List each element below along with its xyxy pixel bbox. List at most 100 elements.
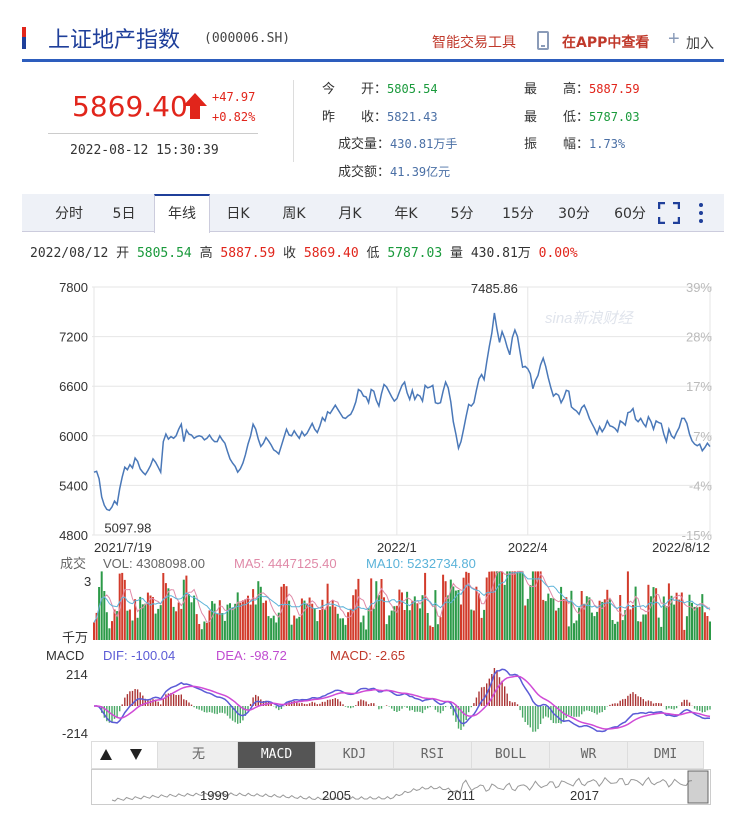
add-watchlist-button[interactable]: 加入	[686, 36, 714, 52]
stat-amplitude: 振 幅：1.73%	[524, 133, 625, 152]
volume-bar	[521, 571, 524, 640]
indicator-tab-rsi[interactable]: RSI	[394, 742, 472, 768]
volume-bar	[608, 599, 611, 640]
volume-bar	[111, 621, 113, 640]
volume-bar	[139, 596, 142, 640]
y-tick-left: 6600	[59, 379, 88, 394]
smart-trading-tool-link[interactable]: 智能交易工具	[432, 35, 516, 51]
overview-selection-handle	[687, 770, 709, 804]
volume-bar	[347, 612, 350, 640]
volume-bar	[644, 614, 647, 640]
overview-box[interactable]: 1999 2005 2011 2017	[91, 769, 711, 805]
volume-bar	[570, 590, 573, 640]
volume-bar	[544, 601, 547, 640]
price-chart[interactable]: sina新浪财经 7800 7200 6600 6000 5400 4800 39% 28%…	[0, 270, 734, 820]
tab-5day[interactable]: 5日	[112, 206, 136, 222]
volume-bar	[146, 592, 149, 640]
volume-bar	[103, 591, 106, 640]
y-tick-right: 7%	[693, 429, 712, 444]
volume-bar	[647, 584, 650, 640]
tab-monthly-k[interactable]: 月K	[338, 206, 362, 222]
volume-bar	[247, 595, 249, 640]
volume-bar	[195, 614, 198, 640]
volume-bar	[691, 602, 693, 640]
volume-bar	[565, 597, 568, 640]
volume-bar	[583, 603, 586, 640]
fullscreen-icon[interactable]	[658, 202, 680, 224]
arrow-up-icon[interactable]	[100, 749, 112, 760]
volume-bar	[490, 571, 493, 640]
volume-bar	[537, 571, 539, 640]
plus-icon[interactable]: +	[668, 28, 680, 50]
tab-15min[interactable]: 15分	[502, 206, 534, 222]
volume-bar	[698, 606, 701, 640]
volume-bar	[547, 593, 550, 640]
tab-weekly-k[interactable]: 周K	[282, 206, 306, 222]
volume-bar	[403, 610, 406, 640]
volume-bar	[324, 609, 326, 640]
volume-bar	[406, 591, 409, 640]
volume-bar	[616, 621, 619, 640]
stat-value: 5887.59	[589, 82, 640, 96]
volume-bar	[141, 604, 144, 640]
volume-bar	[485, 577, 488, 640]
volume-bar	[511, 571, 514, 640]
up-arrow-icon	[183, 93, 207, 119]
volume-bar	[354, 589, 357, 640]
overview-year-label: 2017	[570, 788, 599, 803]
stat-value: 5805.54	[387, 82, 438, 96]
volume-bar	[370, 578, 373, 640]
tab-daily-k[interactable]: 日K	[226, 206, 250, 222]
volume-bar	[670, 595, 673, 640]
ohlc-close-label: 收	[283, 246, 297, 261]
volume-bar	[693, 606, 696, 640]
view-in-app-link[interactable]: 在APP中查看	[562, 35, 650, 51]
tab-60min[interactable]: 60分	[614, 206, 646, 222]
volume-bar	[624, 610, 627, 640]
volume-bar	[634, 586, 637, 640]
indicator-tabs: 无 MACD KDJ RSI BOLL WR DMI	[91, 741, 704, 769]
y-tick-right: 28%	[686, 330, 712, 345]
volume-bar	[462, 577, 465, 640]
indicator-tab-kdj[interactable]: KDJ	[316, 742, 394, 768]
tab-5min[interactable]: 5分	[450, 206, 474, 222]
volume-bar	[223, 620, 226, 640]
index-flag-icon	[22, 27, 26, 49]
indicator-tab-dmi[interactable]: DMI	[653, 747, 678, 762]
volume-bar	[131, 620, 134, 640]
volume-bar	[313, 608, 316, 640]
volume-bar	[293, 615, 296, 640]
indicator-tab-macd[interactable]: MACD	[238, 742, 316, 768]
volume-bar	[593, 616, 596, 640]
volume-bar	[531, 571, 534, 640]
overview-year-label: 2011	[447, 788, 475, 803]
tab-yearly-k[interactable]: 年K	[394, 206, 418, 222]
volume-bar	[642, 614, 645, 640]
indicator-tab-none[interactable]: 无	[160, 742, 238, 768]
volume-bar	[128, 609, 131, 640]
ohlc-vol-label: 量	[449, 246, 463, 261]
volume-bar	[108, 628, 111, 640]
volume-bar	[573, 623, 575, 640]
tab-year-line[interactable]: 年线	[154, 194, 210, 233]
overview-line	[111, 776, 693, 802]
tab-30min[interactable]: 30分	[558, 206, 590, 222]
arrow-down-icon[interactable]	[130, 749, 142, 760]
ohlc-low: 5787.03	[387, 246, 443, 261]
ohlc-high-label: 高	[199, 246, 213, 261]
volume-bar	[524, 605, 527, 640]
volume-bar	[449, 579, 452, 640]
volume-panel-title: 成交	[60, 556, 86, 571]
volume-bar	[393, 606, 396, 640]
indicator-tab-wr[interactable]: WR	[550, 742, 628, 768]
volume-bar	[526, 598, 529, 640]
tab-intraday[interactable]: 分时	[55, 206, 83, 222]
volume-bar	[395, 605, 398, 640]
volume-bar	[506, 571, 509, 640]
indicator-tab-boll[interactable]: BOLL	[472, 742, 550, 768]
volume-bar	[326, 583, 329, 640]
volume-bar	[241, 600, 244, 640]
more-options-icon[interactable]	[698, 201, 704, 225]
volume-bar	[208, 610, 211, 640]
volume-bar	[555, 610, 557, 640]
